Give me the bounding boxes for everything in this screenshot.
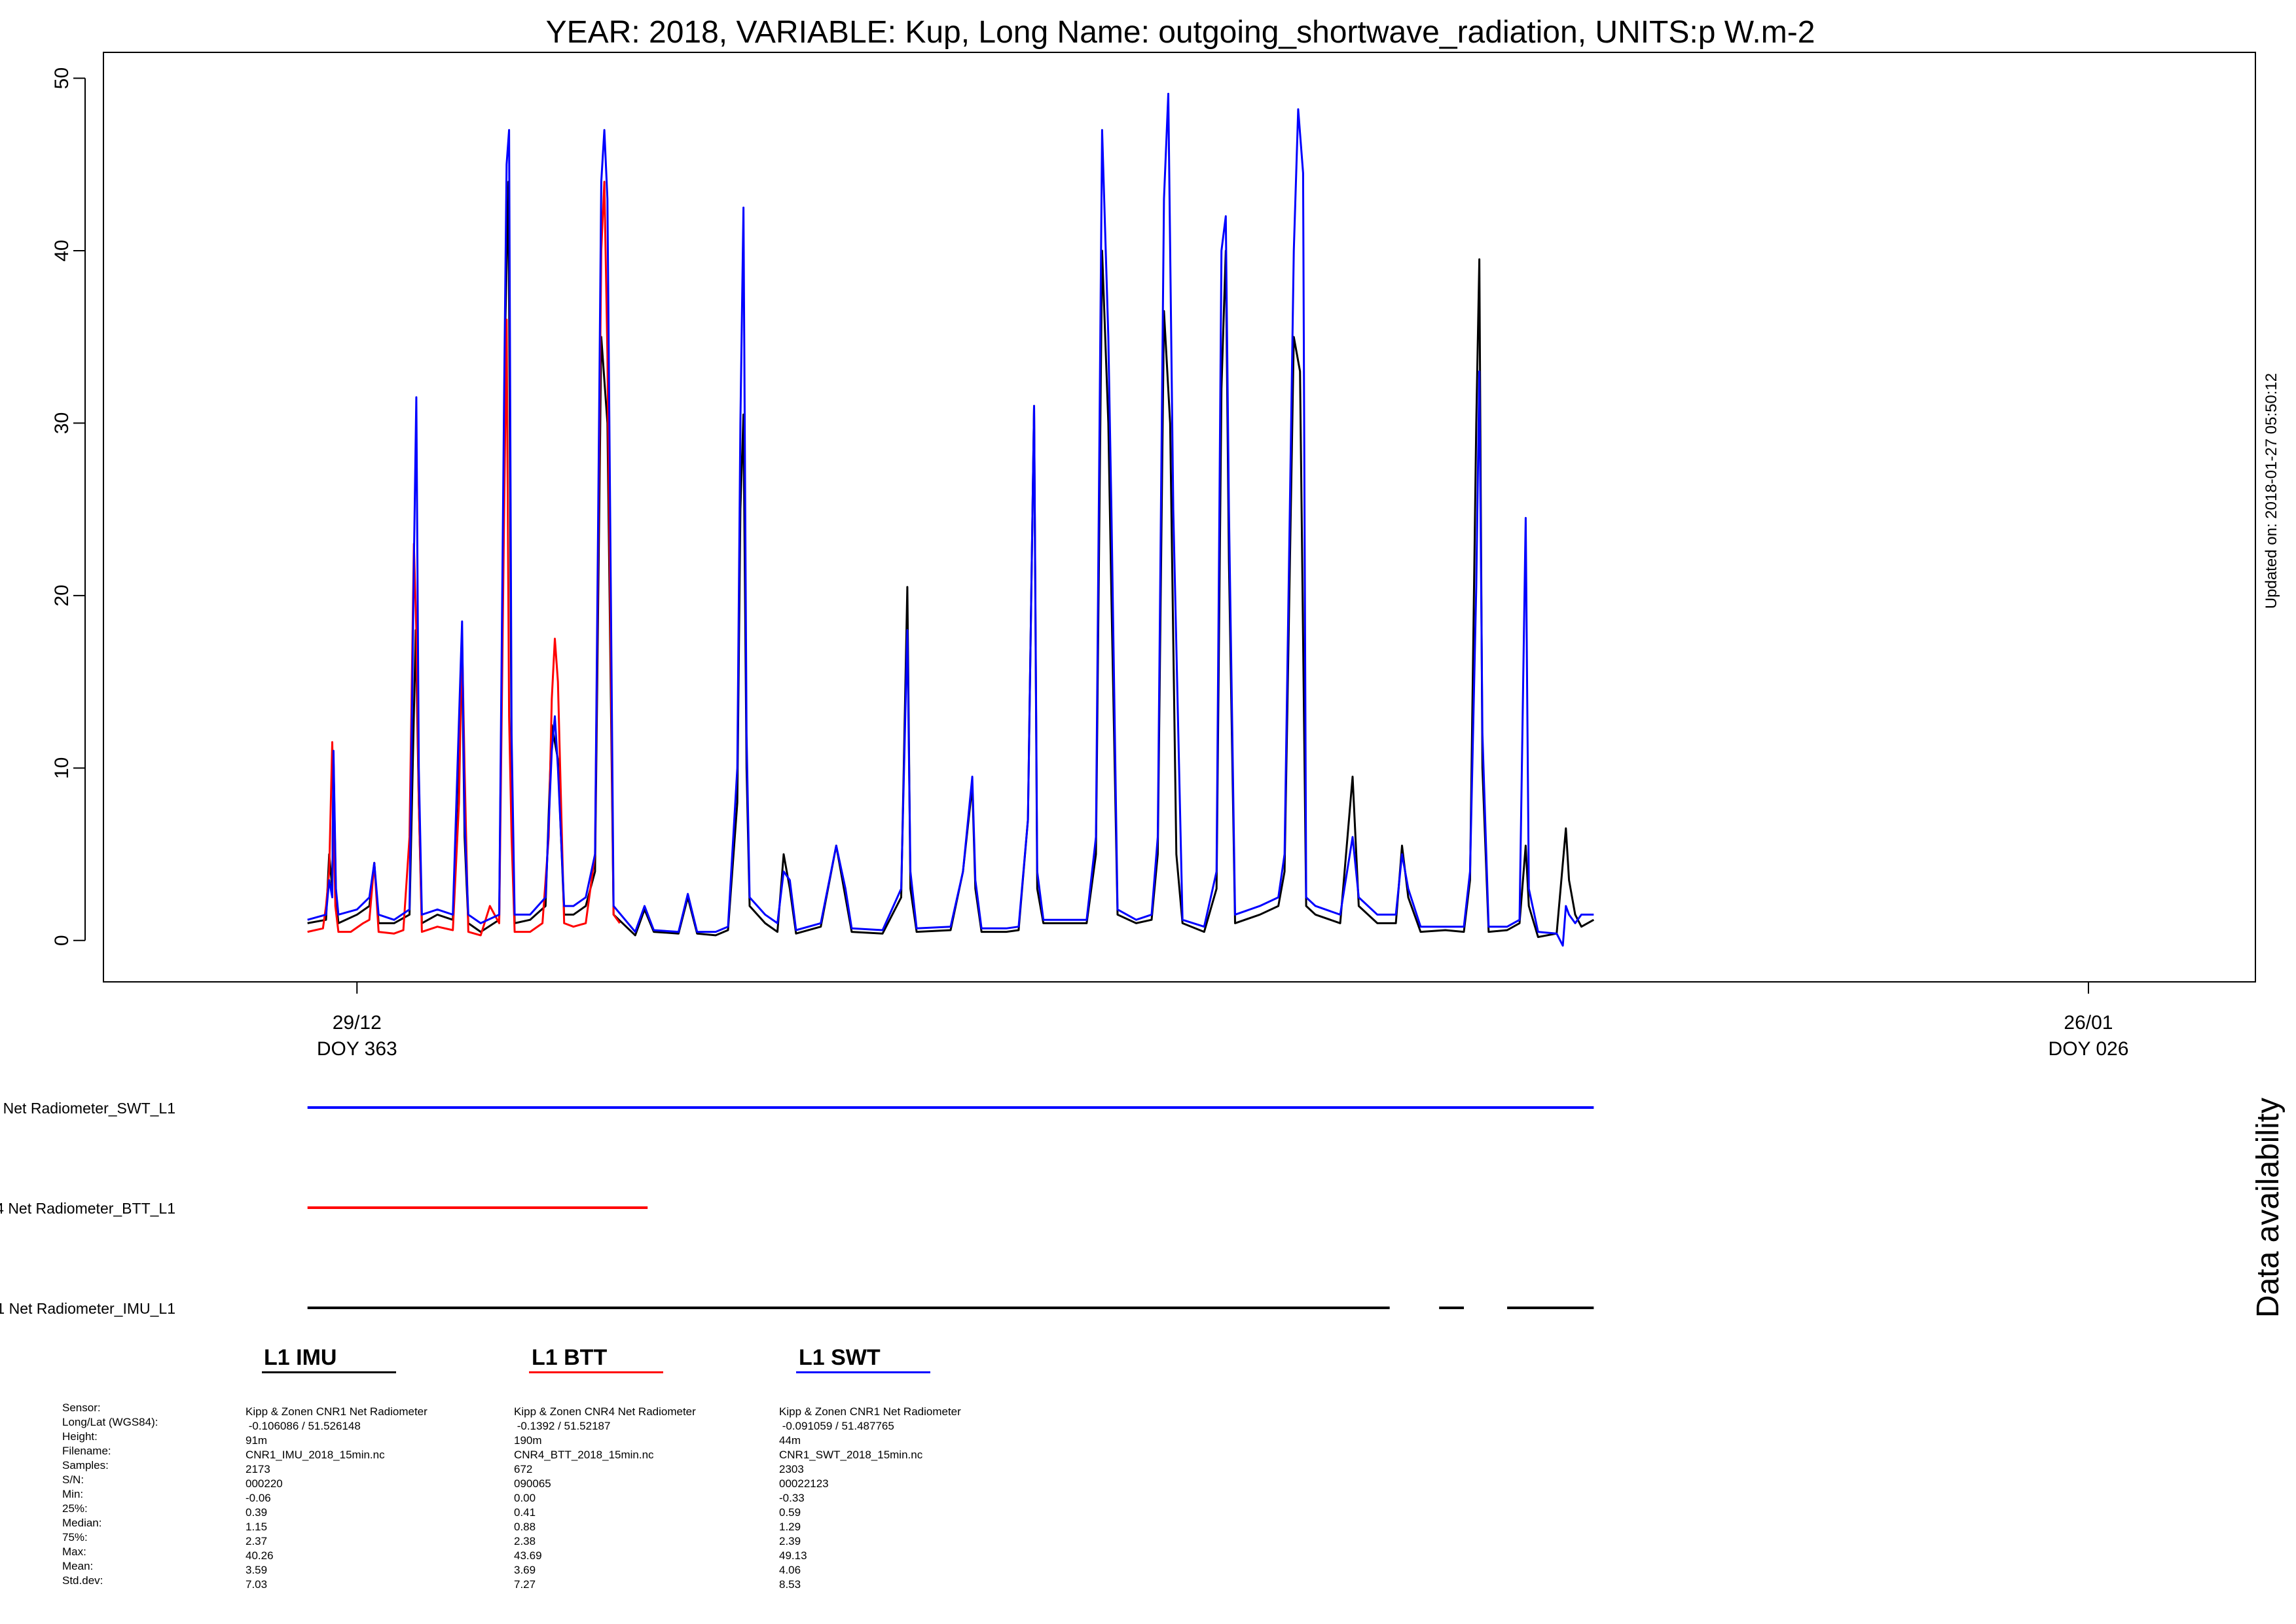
x-tick-label: 26/01 [2064,1012,2113,1034]
stat-value: 7.03 [246,1578,268,1591]
stat-value: Kipp & Zonen CNR1 Net Radiometer [246,1405,428,1418]
stat-value: -0.33 [779,1492,805,1504]
series-layer [307,92,1595,947]
stat-value: 2303 [779,1463,804,1475]
plot-frame [103,52,2256,983]
stats-column-imu: Kipp & Zonen CNR1 Net Radiometer -0.1060… [246,1405,428,1592]
stat-value: 40.26 [246,1549,274,1562]
y-tick-label: 10 [51,757,73,779]
stat-value: 49.13 [779,1549,807,1562]
stat-label: Std.dev: [62,1574,103,1587]
stat-label: Max: [62,1545,86,1558]
series-line-l1-swt [307,92,1594,947]
availability-label: 4 Net Radiometer_BTT_L1 [0,1200,175,1217]
stat-label: Long/Lat (WGS84): [62,1416,158,1428]
legend-label-swt: L1 SWT [799,1345,881,1370]
legend-label-imu: L1 IMU [264,1345,337,1370]
stat-value: 0.39 [246,1506,268,1519]
stat-value: 000220 [246,1477,283,1490]
y-tick-label: 40 [51,240,73,261]
availability-title: Data availability [2251,1098,2286,1318]
stat-value: 43.69 [514,1549,542,1562]
stat-label: Sensor: [62,1401,101,1414]
y-axis: 0 10 20 30 40 50 [51,67,86,946]
stat-value: 8.53 [779,1578,801,1591]
stat-label: 25%: [62,1502,88,1515]
updated-label: Updated on: 2018-01-27 05:50:12 [2263,373,2280,609]
stats-column-btt: Kipp & Zonen CNR4 Net Radiometer -0.1392… [514,1405,696,1592]
stat-value: -0.06 [246,1492,271,1504]
stat-value: 190m [514,1434,542,1447]
stat-value: CNR1_IMU_2018_15min.nc [246,1449,385,1461]
stat-value: -0.1392 / 51.52187 [514,1420,611,1432]
stat-value: 1.15 [246,1521,268,1533]
stat-label: Min: [62,1488,84,1500]
stat-value: -0.091059 / 51.487765 [779,1420,894,1432]
stats-row-labels: Sensor: Long/Lat (WGS84): Height: Filena… [62,1401,158,1588]
stat-value: 0.59 [779,1506,801,1519]
stat-label: Median: [62,1517,102,1529]
stat-value: Kipp & Zonen CNR1 Net Radiometer [779,1405,961,1418]
chart-title: YEAR: 2018, VARIABLE: Kup, Long Name: ou… [546,15,1815,50]
series-line-l1-imu [307,181,1595,938]
y-tick-label: 50 [51,67,73,89]
stat-value: Kipp & Zonen CNR4 Net Radiometer [514,1405,696,1418]
y-tick-label: 30 [51,412,73,434]
stat-value: 2.39 [779,1535,801,1547]
x-tick-label-doy: DOY 363 [317,1038,397,1060]
legend-line-swt [796,1371,930,1373]
availability-label: 1 Net Radiometer_IMU_L1 [0,1300,175,1317]
stat-value: 3.69 [514,1564,536,1576]
legend-line-imu [262,1371,396,1373]
stat-value: 44m [779,1434,801,1447]
legend-line-btt [529,1371,663,1373]
stat-value: 2.38 [514,1535,536,1547]
x-tick-label-doy: DOY 026 [2049,1038,2129,1060]
stat-value: 3.59 [246,1564,268,1576]
stat-label: Height: [62,1430,98,1443]
stat-value: 0.88 [514,1521,536,1533]
stat-value: 2.37 [246,1535,268,1547]
stat-value: 672 [514,1463,533,1475]
stat-value: 090065 [514,1477,551,1490]
stat-label: Filename: [62,1445,111,1457]
stats-column-swt: Kipp & Zonen CNR1 Net Radiometer -0.0910… [779,1405,961,1592]
stat-value: 7.27 [514,1578,536,1591]
x-axis: 29/12 DOY 363 26/01 DOY 026 [317,981,2129,1060]
stat-value: 4.06 [779,1564,801,1576]
stat-value: 91m [246,1434,268,1447]
stat-label: Samples: [62,1459,109,1471]
y-tick-label: 0 [51,935,73,946]
stat-value: 0.00 [514,1492,536,1504]
stat-label: S/N: [62,1473,84,1486]
stat-value: CNR1_SWT_2018_15min.nc [779,1449,923,1461]
availability-label: Net Radiometer_SWT_L1 [3,1100,175,1117]
stat-value: 0.41 [514,1506,536,1519]
x-tick-label: 29/12 [333,1012,382,1034]
stat-value: -0.106086 / 51.526148 [246,1420,361,1432]
stat-label: Mean: [62,1560,94,1572]
stat-value: 1.29 [779,1521,801,1533]
stat-label: 75%: [62,1531,88,1543]
y-tick-label: 20 [51,585,73,606]
legend-label-btt: L1 BTT [532,1345,608,1370]
stat-value: 00022123 [779,1477,829,1490]
stat-value: CNR4_BTT_2018_15min.nc [514,1449,654,1461]
availability-panel: Net Radiometer_SWT_L1 4 Net Radiometer_BT… [0,1100,1594,1317]
stat-value: 2173 [246,1463,270,1475]
